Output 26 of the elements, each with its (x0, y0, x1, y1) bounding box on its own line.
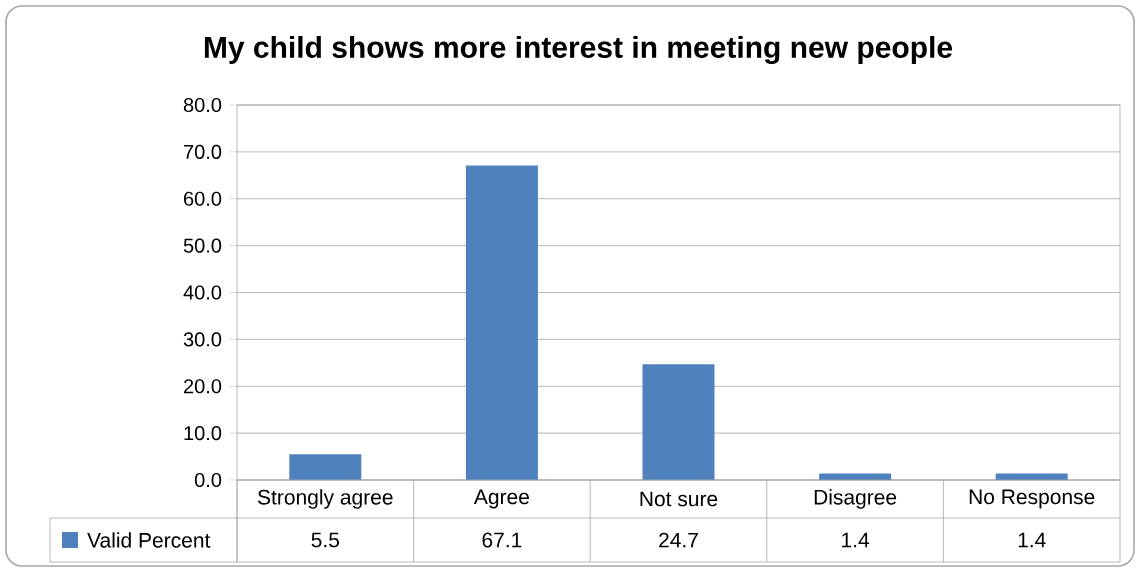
data-label: 1.4 (1018, 532, 1046, 548)
data-label: 67.1 (482, 532, 522, 548)
y-tick-label: 80.0 (183, 97, 222, 113)
y-tick-label: 0.0 (194, 472, 222, 488)
bar (819, 473, 892, 480)
y-tick-label: 60.0 (184, 191, 222, 206)
y-tick-label: 20.0 (184, 379, 222, 394)
data-label: 1.4 (842, 532, 870, 548)
chart-title: My child shows more interest in meeting new people (204, 35, 953, 65)
data-label: 24.7 (659, 532, 698, 548)
bar (642, 364, 715, 480)
y-tick-label: 50.0 (183, 238, 222, 253)
y-tick-label: 30.0 (183, 332, 222, 347)
x-tick-label: Agree (473, 489, 529, 509)
bar (289, 454, 362, 480)
x-tick-label: Not sure (640, 491, 718, 507)
x-tick-label: Strongly agree (257, 489, 393, 509)
y-tick-label: 40.0 (183, 285, 222, 300)
data-label: 5.5 (311, 532, 340, 548)
y-tick-label: 10.0 (184, 426, 222, 441)
bar (465, 165, 538, 480)
legend-label: Valid Percent (87, 532, 211, 548)
x-tick-label: Disagree (814, 489, 897, 509)
bar (995, 473, 1068, 480)
y-tick-label: 70.0 (184, 144, 222, 159)
x-tick-label: No Response (969, 489, 1095, 509)
